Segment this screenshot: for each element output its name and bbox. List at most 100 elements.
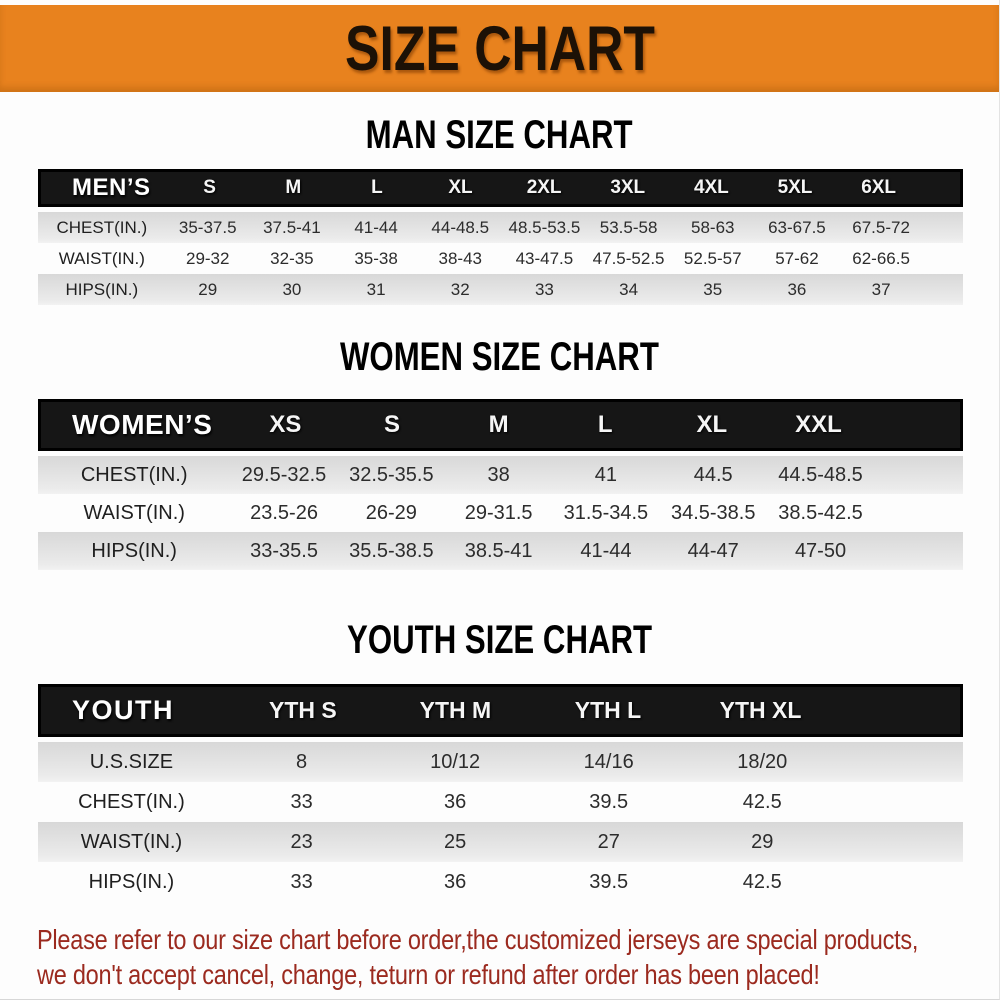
men-column-header-xl: XL [448,177,473,198]
youth-section-heading-text: YOUTH SIZE CHART [346,618,653,662]
cell-value: 29 [198,279,218,299]
youth-column-header-yth-s: YTH S [269,697,337,723]
youth-row-waist-in: WAIST(IN.) 23 25 27 29 [38,822,963,862]
men-corner-label: MEN’S [72,174,151,201]
women-column-header-xl: XL [696,411,728,438]
cell-value: 33 [534,279,554,299]
cell-value: 36 [787,279,807,299]
disclaimer-line-1: Please refer to our size chart before or… [37,924,919,955]
cell-value: 18/20 [737,750,788,773]
women-row-chest-in: CHEST(IN.) 29.5-32.5 32.5-35.5 38 41 44.5 44.5… [38,456,963,494]
cell-value: 23 [290,830,313,853]
cell-value: 29 [751,830,774,853]
cell-value: 36 [444,790,467,813]
cell-value: 30 [282,279,302,299]
men-column-header-2xl: 2XL [526,177,562,198]
row-label: WAIST(IN.) [80,830,183,853]
women-column-header-xxl: XXL [795,411,842,438]
cell-value: 33 [290,870,313,893]
cell-value: 35.5-38.5 [349,539,434,562]
cell-value: 32 [450,279,470,299]
row-label: HIPS(IN.) [88,870,175,893]
men-row-waist-in: WAIST(IN.) 29-32 32-35 35-38 38-43 43-47.5 47.… [38,243,963,274]
cell-value: 44-48.5 [431,217,490,237]
women-column-header-xs: XS [269,411,302,438]
cell-value: 31 [366,279,386,299]
women-row-waist-in: WAIST(IN.) 23.5-26 26-29 29-31.5 31.5-34.5 34… [38,494,963,532]
youth-section-heading: YOUTH SIZE CHART [0,618,999,662]
men-column-header-5xl: 5XL [777,177,813,198]
youth-column-header-yth-m: YTH M [419,697,492,723]
row-label: WAIST(IN.) [58,248,145,268]
cell-value: 57-62 [775,248,819,268]
cell-value: 34 [619,279,639,299]
cell-value: 25 [444,830,467,853]
cell-value: 62-66.5 [852,248,910,268]
cell-value: 43-47.5 [515,248,574,268]
cell-value: 41-44 [354,217,398,237]
banner-title: SIZE CHART [344,13,655,84]
men-size-table: MEN’S S M L XL 2XL 3XL 4XL 5XL 6XL CHEST(IN.) 35-37… [38,169,963,305]
men-column-header-l: L [371,177,383,198]
row-label: CHEST(IN.) [56,217,148,237]
youth-row-hips-in: HIPS(IN.) 33 36 39.5 42.5 [38,862,963,902]
cell-value: 38 [487,463,510,486]
cell-value: 48.5-53.5 [508,217,581,237]
cell-value: 14/16 [583,750,634,773]
cell-value: 67.5-72 [852,217,910,237]
cell-value: 37.5-41 [263,217,321,237]
youth-row-chest-in: CHEST(IN.) 33 36 39.5 42.5 [38,782,963,822]
cell-value: 29-32 [185,248,230,268]
cell-value: 32-35 [270,248,314,268]
cell-value: 33 [290,790,313,813]
cell-value: 47.5-52.5 [592,248,665,268]
cell-value: 31.5-34.5 [563,501,649,524]
cell-value: 10/12 [430,750,481,773]
row-label: U.S.SIZE [89,750,174,773]
row-label: HIPS(IN.) [91,539,177,562]
size-chart-banner: SIZE CHART [0,5,999,92]
youth-size-table: YOUTH YTH S YTH M YTH L YTH XL U.S.SIZE 8 10/12… [38,684,963,902]
youth-column-header-yth-l: YTH L [574,697,642,723]
men-column-header-s: S [203,177,216,198]
cell-value: 44.5-48.5 [778,463,863,486]
cell-value: 52.5-57 [683,248,742,268]
cell-value: 63-67.5 [768,217,826,237]
cell-value: 41-44 [580,539,632,562]
women-section-heading-text: WOMEN SIZE CHART [340,335,659,379]
women-column-header-l: L [597,411,613,438]
men-row-chest-in: CHEST(IN.) 35-37.5 37.5-41 41-44 44-48.5 48.5… [38,212,963,243]
women-size-table: WOMEN’S XS S M L XL XXL CHEST(IN.) 29.5-32.5 32.5… [38,399,963,570]
cell-value: 53.5-58 [599,217,658,237]
youth-row-u-s-size: U.S.SIZE 8 10/12 14/16 18/20 [38,742,963,782]
cell-value: 32.5-35.5 [349,463,434,486]
men-column-header-6xl: 6XL [861,177,897,198]
men-row-hips-in: HIPS(IN.) 29 30 31 32 33 34 35 36 37 [38,274,963,305]
cell-value: 27 [597,830,620,853]
row-label: HIPS(IN.) [65,279,139,299]
cell-value: 35 [703,279,723,299]
women-column-header-m: M [488,411,509,438]
men-section-heading: MAN SIZE CHART [0,113,999,157]
cell-value: 8 [296,750,308,773]
cell-value: 39.5 [589,870,629,893]
cell-value: 58-63 [691,217,735,237]
cell-value: 23.5-26 [250,501,318,524]
women-column-header-s: S [384,411,401,438]
row-label: CHEST(IN.) [80,463,188,486]
order-disclaimer: Please refer to our size chart before or… [37,922,999,992]
men-table-header: MEN’S S M L XL 2XL 3XL 4XL 5XL 6XL [38,169,963,207]
women-section-heading: WOMEN SIZE CHART [0,335,999,379]
men-size-section: MAN SIZE CHART MEN’S S M L XL 2XL 3XL 4XL 5XL 6XL… [0,113,999,305]
men-column-header-m: M [285,177,302,198]
cell-value: 29-31.5 [464,501,533,524]
youth-table-header: YOUTH YTH S YTH M YTH L YTH XL [38,684,963,737]
cell-value: 42.5 [742,790,782,813]
women-size-section: WOMEN SIZE CHART WOMEN’S XS S M L XL XXL CHEST(… [0,335,999,570]
men-section-heading-text: MAN SIZE CHART [366,113,633,157]
cell-value: 44.5 [693,463,733,486]
disclaimer-line-2: we don't accept cancel, change, teturn o… [37,959,820,990]
youth-corner-label: YOUTH [72,695,174,725]
cell-value: 38.5-41 [464,539,533,562]
cell-value: 36 [444,870,467,893]
